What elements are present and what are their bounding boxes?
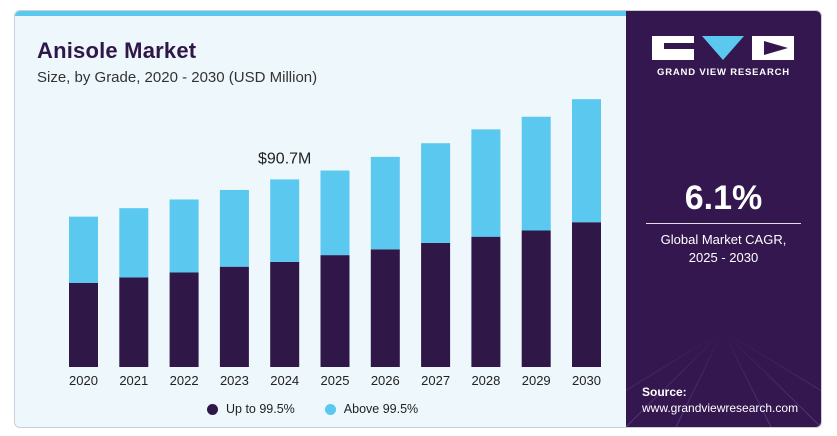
bar-segment-2029-above-99-5 — [521, 116, 551, 231]
bar-segment-2024-above-99-5 — [270, 179, 300, 262]
bar-segment-2021-above-99-5 — [119, 208, 149, 278]
cagr-label-line1: Global Market CAGR, — [660, 232, 787, 247]
bar-segment-2023-above-99-5 — [219, 189, 249, 267]
chart-panel: Anisole Market Size, by Grade, 2020 - 20… — [15, 16, 626, 427]
x-tick-label: 2020 — [69, 373, 98, 388]
legend-swatch-dark — [207, 403, 218, 415]
bar-segment-2028-above-99-5 — [471, 129, 501, 237]
bar-segment-2030-up-to-99-5 — [572, 222, 601, 367]
chart-title: Anisole Market — [37, 38, 197, 63]
x-tick-label: 2029 — [522, 373, 551, 388]
legend-item-above-99-5: Above 99.5% — [324, 402, 419, 416]
x-tick-label: 2025 — [321, 373, 350, 388]
bar-segment-2020-up-to-99-5 — [69, 282, 98, 367]
accent-bar — [15, 11, 626, 16]
x-tick-label: 2027 — [421, 373, 450, 388]
legend-label: Up to 99.5% — [226, 402, 295, 416]
bar-segment-2026-above-99-5 — [370, 156, 400, 250]
source-label: Source: — [642, 385, 687, 399]
x-tick-label: 2026 — [371, 373, 400, 388]
x-tick-label: 2023 — [220, 373, 249, 388]
bar-segment-2021-up-to-99-5 — [119, 277, 149, 367]
bar-segment-2026-up-to-99-5 — [370, 249, 400, 367]
cagr-divider — [646, 223, 801, 224]
decorative-grid — [626, 331, 821, 427]
legend-item-up-to-99-5: Up to 99.5% — [207, 402, 295, 416]
x-tick-label: 2028 — [471, 373, 500, 388]
brand-name: GRAND VIEW RESEARCH — [657, 67, 790, 78]
sidebar-panel: GRAND VIEW RESEARCH 6.1% Global Market C… — [626, 11, 821, 427]
bar-segment-2025-up-to-99-5 — [320, 255, 350, 367]
bar-segment-2022-up-to-99-5 — [169, 272, 199, 367]
value-annotation: $90.7M — [258, 150, 311, 167]
x-tick-label: 2021 — [119, 373, 148, 388]
cagr-label: Global Market CAGR, 2025 - 2030 — [626, 231, 821, 267]
bar-segment-2027-up-to-99-5 — [421, 242, 451, 367]
chart-subtitle: Size, by Grade, 2020 - 2030 (USD Million… — [37, 69, 318, 86]
bar-segment-2025-above-99-5 — [320, 170, 350, 256]
bar-segment-2022-above-99-5 — [169, 199, 199, 273]
grand-view-research-logo — [652, 36, 794, 60]
infographic-card: Anisole Market Size, by Grade, 2020 - 20… — [14, 10, 822, 428]
bar-segment-2023-up-to-99-5 — [219, 266, 249, 367]
cagr-label-line2: 2025 - 2030 — [688, 250, 759, 265]
bar-segment-2029-up-to-99-5 — [521, 230, 551, 367]
x-tick-label: 2024 — [270, 373, 299, 388]
x-tick-label: 2022 — [170, 373, 199, 388]
bar-chart: 2020 2021 2022 2023 2024 $90.7M 2025 2026 2027 20… — [69, 99, 601, 388]
bar-segment-2020-above-99-5 — [69, 216, 98, 283]
bar-segment-2030-above-99-5 — [572, 99, 601, 223]
legend-label: Above 99.5% — [343, 402, 419, 416]
x-tick-label: 2030 — [572, 373, 601, 388]
cagr-value: 6.1% — [684, 179, 763, 217]
legend-swatch-light — [324, 403, 336, 415]
bar-segment-2024-up-to-99-5 — [270, 261, 300, 367]
source-url[interactable]: www.grandviewresearch.com — [642, 401, 799, 415]
bar-segment-2028-up-to-99-5 — [471, 236, 501, 367]
bar-segment-2027-above-99-5 — [421, 143, 451, 243]
chart-legend: Up to 99.5% Above 99.5% — [207, 402, 418, 416]
